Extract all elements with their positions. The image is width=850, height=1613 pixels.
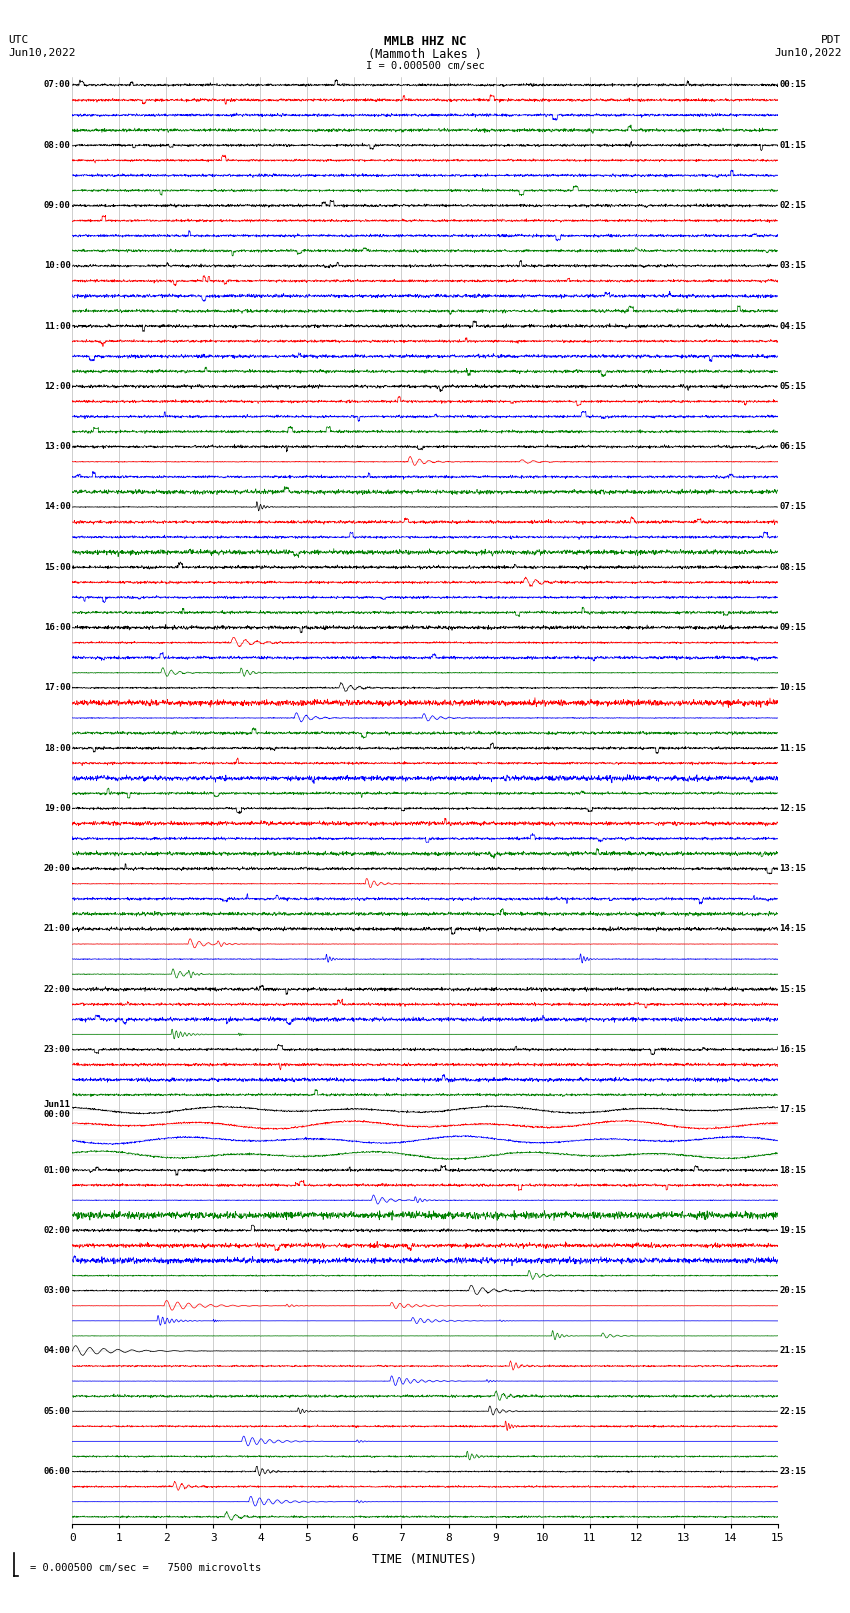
- Text: 00:00: 00:00: [43, 1110, 71, 1119]
- Text: (Mammoth Lakes ): (Mammoth Lakes ): [368, 48, 482, 61]
- Text: TIME (MINUTES): TIME (MINUTES): [372, 1553, 478, 1566]
- Text: 02:15: 02:15: [779, 202, 807, 210]
- Text: 11:00: 11:00: [43, 321, 71, 331]
- Text: 07:15: 07:15: [779, 503, 807, 511]
- Text: 17:15: 17:15: [779, 1105, 807, 1115]
- Text: Jun11: Jun11: [43, 1100, 71, 1110]
- Text: 10:00: 10:00: [43, 261, 71, 271]
- Text: 23:15: 23:15: [779, 1468, 807, 1476]
- Text: 08:00: 08:00: [43, 140, 71, 150]
- Text: 05:00: 05:00: [43, 1407, 71, 1416]
- Text: 12:00: 12:00: [43, 382, 71, 390]
- Text: 18:00: 18:00: [43, 744, 71, 753]
- Text: 20:00: 20:00: [43, 865, 71, 873]
- Text: 04:00: 04:00: [43, 1347, 71, 1355]
- Text: 05:15: 05:15: [779, 382, 807, 390]
- Text: MMLB HHZ NC: MMLB HHZ NC: [383, 35, 467, 48]
- Text: 04:15: 04:15: [779, 321, 807, 331]
- Text: 13:15: 13:15: [779, 865, 807, 873]
- Text: Jun10,2022: Jun10,2022: [8, 48, 76, 58]
- Text: 20:15: 20:15: [779, 1286, 807, 1295]
- Text: 01:15: 01:15: [779, 140, 807, 150]
- Text: 03:15: 03:15: [779, 261, 807, 271]
- Text: 23:00: 23:00: [43, 1045, 71, 1053]
- Text: I = 0.000500 cm/sec: I = 0.000500 cm/sec: [366, 61, 484, 71]
- Text: 15:00: 15:00: [43, 563, 71, 571]
- Text: UTC: UTC: [8, 35, 29, 45]
- Text: 14:15: 14:15: [779, 924, 807, 934]
- Text: 21:00: 21:00: [43, 924, 71, 934]
- Text: PDT: PDT: [821, 35, 842, 45]
- Text: = 0.000500 cm/sec =   7500 microvolts: = 0.000500 cm/sec = 7500 microvolts: [30, 1563, 261, 1573]
- Text: 09:15: 09:15: [779, 623, 807, 632]
- Text: 09:00: 09:00: [43, 202, 71, 210]
- Text: 17:00: 17:00: [43, 684, 71, 692]
- Text: 12:15: 12:15: [779, 803, 807, 813]
- Text: 00:15: 00:15: [779, 81, 807, 89]
- Text: 19:15: 19:15: [779, 1226, 807, 1236]
- Text: 22:15: 22:15: [779, 1407, 807, 1416]
- Text: 06:15: 06:15: [779, 442, 807, 452]
- Text: 01:00: 01:00: [43, 1166, 71, 1174]
- Text: 06:00: 06:00: [43, 1468, 71, 1476]
- Text: 07:00: 07:00: [43, 81, 71, 89]
- Text: 18:15: 18:15: [779, 1166, 807, 1174]
- Text: 14:00: 14:00: [43, 503, 71, 511]
- Text: 13:00: 13:00: [43, 442, 71, 452]
- Text: 16:15: 16:15: [779, 1045, 807, 1053]
- Text: 08:15: 08:15: [779, 563, 807, 571]
- Text: 11:15: 11:15: [779, 744, 807, 753]
- Text: Jun10,2022: Jun10,2022: [774, 48, 842, 58]
- Text: 02:00: 02:00: [43, 1226, 71, 1236]
- Text: 03:00: 03:00: [43, 1286, 71, 1295]
- Text: 10:15: 10:15: [779, 684, 807, 692]
- Text: 16:00: 16:00: [43, 623, 71, 632]
- Text: 21:15: 21:15: [779, 1347, 807, 1355]
- Text: 19:00: 19:00: [43, 803, 71, 813]
- Text: 22:00: 22:00: [43, 986, 71, 994]
- Text: 15:15: 15:15: [779, 986, 807, 994]
